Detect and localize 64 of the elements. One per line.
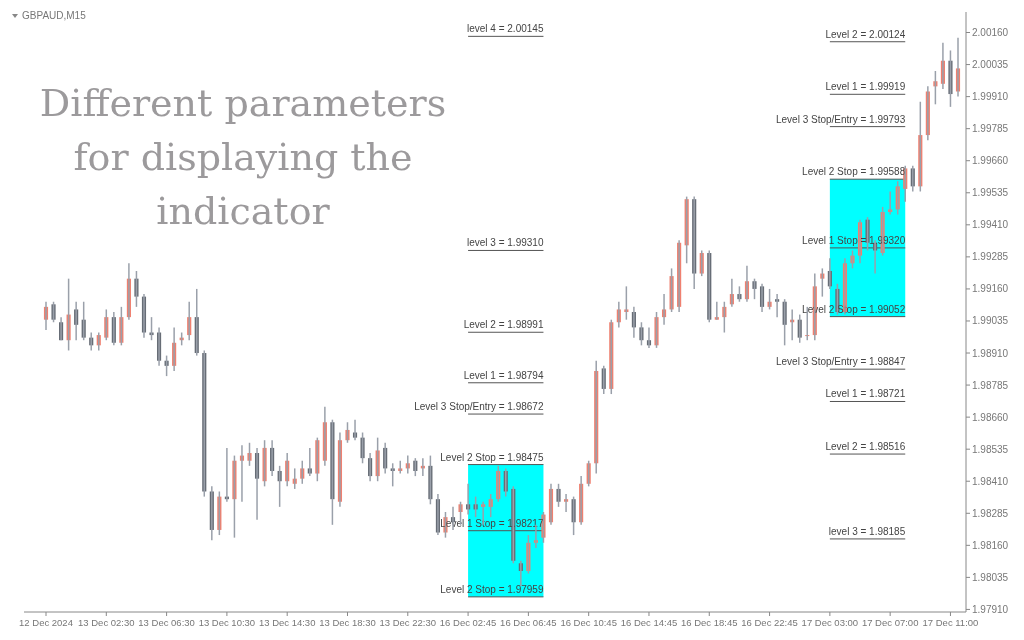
y-tick-label: 1.98160 — [972, 539, 1009, 551]
ref-line-label: Level 3 Stop/Entry = 1.98847 — [775, 356, 906, 368]
candlestick — [767, 288, 772, 311]
y-tick-label: 1.98410 — [972, 475, 1009, 487]
annotation: Different parameters for displaying the indicator — [39, 81, 447, 233]
candlestick — [247, 442, 252, 467]
ref-line-label: Level 2 = 2.00124 — [825, 28, 906, 40]
y-tick-label: 1.98660 — [972, 411, 1009, 423]
candlestick — [360, 431, 365, 465]
y-tick-label: 1.99410 — [972, 219, 1009, 231]
ref-line-label: Level 1 = 1.99919 — [825, 81, 906, 93]
y-tick-label: 1.98535 — [972, 443, 1009, 455]
x-tick-label: 12 Dec 2024 — [19, 617, 73, 628]
y-tick-label: 1.98910 — [972, 347, 1009, 359]
y-tick-label: 1.98285 — [972, 507, 1009, 519]
y-tick-label: 1.99535 — [972, 187, 1009, 199]
candlestick — [134, 270, 139, 308]
ref-line-label: Level 3 Stop/Entry = 1.98672 — [414, 401, 544, 413]
ref-line-label: Level 2 Stop = 1.98475 — [440, 451, 544, 463]
y-tick-label: 2.00160 — [972, 27, 1009, 39]
x-tick-label: 17 Dec 07:00 — [861, 617, 919, 628]
ref-line-label: Level 2 Stop = 1.97959 — [440, 583, 544, 595]
y-tick-label: 1.99785 — [972, 123, 1009, 135]
candlestick — [232, 454, 237, 539]
ref-line-label: level 3 = 1.98185 — [828, 525, 906, 537]
candlestick — [51, 300, 56, 324]
x-tick-label: 13 Dec 02:30 — [78, 617, 135, 628]
x-tick-label: 13 Dec 06:30 — [138, 617, 195, 628]
x-tick-label: 13 Dec 14:30 — [258, 617, 316, 628]
ref-line-label: level 4 = 2.00145 — [467, 23, 544, 35]
ref-line-label: Level 1 = 1.98794 — [463, 369, 544, 381]
ref-line-label: Level 2 = 1.98991 — [463, 319, 544, 331]
y-tick-label: 1.99910 — [972, 91, 1009, 103]
y-tick-label: 1.98035 — [972, 571, 1009, 583]
chart-title: GBPAUD,M15 — [22, 10, 87, 21]
candlestick — [865, 216, 870, 252]
candlestick — [948, 49, 953, 108]
x-tick-label: 13 Dec 18:30 — [319, 617, 376, 628]
x-tick-label: 13 Dec 22:30 — [379, 617, 437, 628]
x-tick-label: 16 Dec 02:45 — [439, 617, 497, 628]
y-tick-label: 1.99285 — [972, 251, 1009, 263]
x-tick-label: 16 Dec 22:45 — [741, 617, 798, 628]
ref-line-label: Level 3 Stop/Entry = 1.99793 — [775, 113, 906, 125]
ref-line-label: level 3 = 1.99310 — [467, 237, 544, 249]
y-tick-label: 1.98785 — [972, 379, 1009, 391]
ref-line-label: Level 1 = 1.98721 — [825, 388, 906, 400]
y-tick-label: 1.99035 — [972, 315, 1009, 327]
y-tick-label: 1.99160 — [972, 283, 1009, 295]
y-tick-label: 1.99660 — [972, 155, 1009, 167]
y-tick-label: 1.97910 — [972, 603, 1009, 615]
x-tick-label: 16 Dec 14:45 — [620, 617, 678, 628]
x-tick-label: 16 Dec 10:45 — [560, 617, 617, 628]
candlestick — [639, 321, 644, 347]
x-tick-label: 17 Dec 03:00 — [801, 617, 859, 628]
x-tick-label: 13 Dec 10:30 — [198, 617, 256, 628]
ref-line-label: Level 2 = 1.98516 — [825, 441, 906, 453]
candlestick — [654, 311, 659, 349]
candlestick — [752, 277, 757, 300]
candlestick — [556, 483, 561, 508]
x-tick-label: 17 Dec 11:00 — [922, 617, 979, 628]
x-tick-label: 16 Dec 18:45 — [681, 617, 738, 628]
y-tick-label: 2.00035 — [972, 59, 1009, 71]
x-tick-label: 16 Dec 06:45 — [500, 617, 557, 628]
candlestick — [345, 421, 350, 444]
